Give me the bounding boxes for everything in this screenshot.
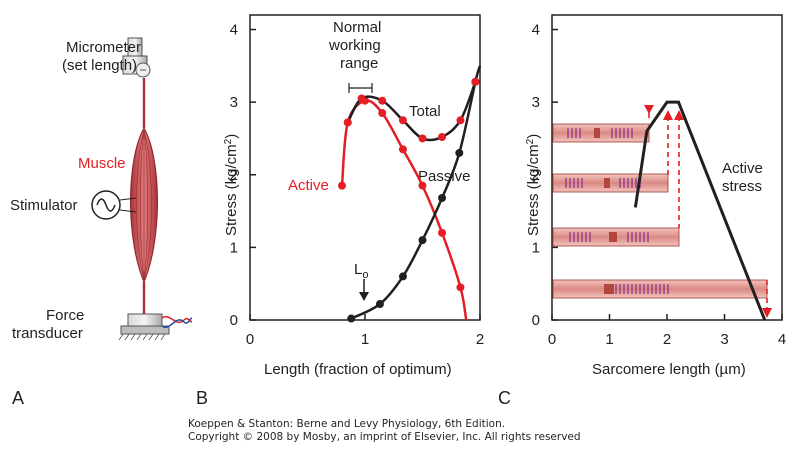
panel-b-ytick-label: 2 xyxy=(230,167,238,184)
credit-line-1: Koeppen & Stanton: Berne and Levy Physio… xyxy=(188,418,506,430)
sarcomere-short-icon xyxy=(552,123,650,143)
active-point xyxy=(398,145,407,154)
micrometer-sublabel: (set length) xyxy=(62,57,137,74)
passive-point xyxy=(455,148,464,157)
total-point xyxy=(343,118,352,127)
copyright-credit: Koeppen & Stanton: Berne and Levy Physio… xyxy=(188,418,581,444)
total-point xyxy=(456,116,465,125)
active-point xyxy=(418,181,427,190)
panel-c-xtick-label: 1 xyxy=(605,331,613,348)
muscle-label: Muscle xyxy=(78,155,126,172)
credit-line-2: Copyright © 2008 by Mosby, an imprint of… xyxy=(188,431,581,443)
working-range-bracket xyxy=(348,83,373,93)
passive-point xyxy=(347,314,356,323)
stimulator-icon xyxy=(91,190,137,220)
total-point xyxy=(398,116,407,125)
total-point xyxy=(438,133,447,141)
active-label: Active xyxy=(288,177,329,194)
panel-b-chart: 0 1 2 3 4 0 1 2 Stress (kg/cm2) Length (fractio… xyxy=(196,14,484,408)
panel-b-ytick-label: 4 xyxy=(230,22,238,39)
sarcomere-length-arrows xyxy=(644,105,772,318)
panel-b-xtick-label: 0 xyxy=(246,331,254,348)
total-point xyxy=(378,96,387,105)
panel-c-ytick-label: 1 xyxy=(532,239,540,256)
panel-c-chart: 0 1 2 3 4 0 1 2 3 4 Stress (kg/cm2) Sarcomere len… xyxy=(498,14,786,408)
transducer-sublabel: transducer xyxy=(12,325,83,342)
sarcomere-diagrams xyxy=(552,123,768,299)
panel-a-apparatus: Micrometer (set length) Muscle Stimulato… xyxy=(10,37,193,408)
panel-c-xtick-label: 4 xyxy=(778,331,786,348)
panel-c-ytick-label: 2 xyxy=(532,167,540,184)
passive-point xyxy=(438,194,447,202)
panel-b-ytick-label: 0 xyxy=(230,312,238,329)
total-label: Total xyxy=(409,103,441,120)
sarcomere-optimal-icon xyxy=(552,227,680,247)
lo-label: Lo xyxy=(354,261,368,281)
panel-b-ytick-label: 1 xyxy=(230,239,238,256)
total-point xyxy=(471,77,480,86)
transducer-label: Force xyxy=(46,307,84,324)
panel-c-xlabel: Sarcomere length (µm) xyxy=(592,361,746,378)
active-point xyxy=(378,109,387,118)
passive-point xyxy=(398,272,407,281)
panel-b-xtick-label: 2 xyxy=(476,331,484,348)
panel-c-xtick-label: 0 xyxy=(548,331,556,348)
total-point xyxy=(418,134,427,143)
passive-label: Passive xyxy=(418,168,471,185)
passive-point xyxy=(418,236,427,245)
sarcomere-medium-icon xyxy=(552,173,669,193)
range-label-1: Normal xyxy=(333,19,381,36)
force-transducer-icon xyxy=(118,313,193,341)
panel-b-label: B xyxy=(196,388,208,408)
panel-c-xtick-label: 3 xyxy=(720,331,728,348)
active-point xyxy=(456,283,465,292)
sarcomere-long-icon xyxy=(552,279,768,299)
panel-b-xlabel: Length (fraction of optimum) xyxy=(264,361,452,378)
panel-c-ytick-label: 0 xyxy=(532,312,540,329)
panel-c-ylabel: Stress (kg/cm2) xyxy=(525,134,542,236)
active-stress-label-1: Active xyxy=(722,160,763,177)
lo-arrow-icon xyxy=(359,279,369,301)
panel-b-ytick-label: 3 xyxy=(230,94,238,111)
range-label-2: working xyxy=(328,37,381,54)
micrometer-icon xyxy=(122,37,151,78)
passive-point xyxy=(375,300,384,309)
active-stress-label-2: stress xyxy=(722,178,762,195)
panel-c-ytick-label: 4 xyxy=(532,22,540,39)
panel-a-label: A xyxy=(12,388,24,408)
total-point xyxy=(357,94,366,103)
active-point xyxy=(438,228,447,237)
panel-b-xtick-label: 1 xyxy=(361,331,369,348)
panel-b-ylabel: Stress (kg/cm2) xyxy=(223,134,240,236)
active-point xyxy=(338,181,346,190)
panel-c-ytick-label: 3 xyxy=(532,94,540,111)
panel-c-xtick-label: 2 xyxy=(663,331,671,348)
panel-c-label: C xyxy=(498,388,511,408)
range-label-3: range xyxy=(340,55,378,72)
micrometer-label: Micrometer xyxy=(66,39,141,56)
stimulator-label: Stimulator xyxy=(10,197,78,214)
